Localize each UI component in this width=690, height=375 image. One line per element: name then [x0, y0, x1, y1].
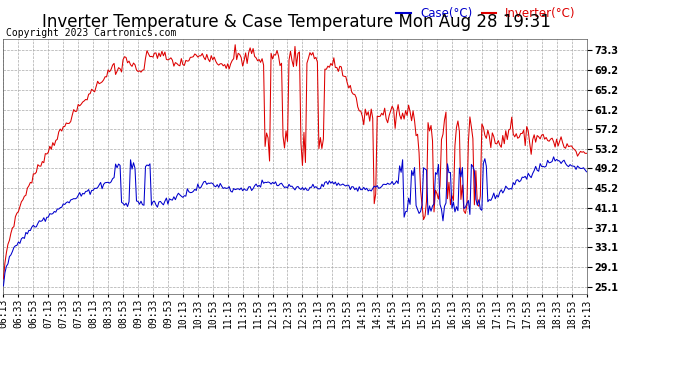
Legend: Case(°C), Inverter(°C): Case(°C), Inverter(°C) [392, 2, 580, 24]
Text: Copyright 2023 Cartronics.com: Copyright 2023 Cartronics.com [6, 28, 176, 38]
Text: Inverter Temperature & Case Temperature Mon Aug 28 19:31: Inverter Temperature & Case Temperature … [42, 13, 551, 31]
